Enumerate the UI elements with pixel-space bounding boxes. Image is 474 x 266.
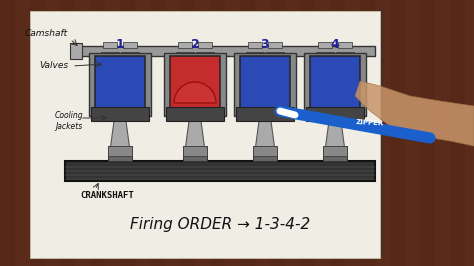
Bar — [318, 42, 332, 48]
Bar — [310, 56, 360, 111]
Bar — [166, 107, 224, 121]
Text: Firing ORDER → 1-3-4-2: Firing ORDER → 1-3-4-2 — [130, 217, 310, 231]
Bar — [380, 8, 384, 255]
Text: Valves: Valves — [39, 61, 68, 70]
Bar — [266, 52, 284, 60]
Bar — [176, 52, 194, 60]
Bar — [70, 43, 82, 59]
Bar — [30, 11, 380, 258]
Bar — [330, 0, 345, 266]
Bar — [248, 42, 262, 48]
Bar — [108, 146, 132, 161]
Bar — [240, 56, 290, 111]
Bar — [95, 56, 145, 111]
Bar — [30, 0, 45, 266]
Bar — [236, 107, 294, 121]
Wedge shape — [174, 82, 216, 103]
Bar — [390, 0, 405, 266]
Bar — [180, 0, 195, 266]
Bar — [120, 0, 135, 266]
Bar — [234, 53, 296, 116]
Bar — [164, 53, 226, 116]
Text: Cooling
Jackets: Cooling Jackets — [55, 111, 83, 131]
Bar — [178, 42, 192, 48]
Bar — [103, 42, 117, 48]
Bar — [121, 52, 139, 60]
Bar — [253, 146, 277, 156]
Bar — [420, 0, 435, 266]
Polygon shape — [255, 121, 275, 151]
Text: ZIPPER: ZIPPER — [356, 119, 384, 127]
Bar — [240, 0, 255, 266]
Polygon shape — [185, 121, 205, 151]
Bar — [210, 0, 225, 266]
Bar — [101, 52, 119, 60]
Bar — [316, 52, 334, 60]
Text: 4: 4 — [331, 38, 339, 51]
Text: Camshaft: Camshaft — [25, 29, 68, 38]
Bar — [183, 146, 207, 156]
Bar — [89, 53, 151, 116]
Bar — [360, 0, 375, 266]
Bar — [300, 0, 315, 266]
Text: 1: 1 — [116, 38, 124, 51]
Polygon shape — [355, 81, 474, 146]
Polygon shape — [325, 121, 345, 151]
Bar — [90, 0, 105, 266]
Bar — [338, 42, 352, 48]
Bar — [304, 53, 366, 116]
Text: 2: 2 — [191, 38, 200, 51]
Polygon shape — [110, 121, 130, 151]
Bar — [306, 107, 364, 121]
Bar — [196, 52, 214, 60]
Bar — [108, 146, 132, 156]
Bar — [268, 42, 282, 48]
Bar — [91, 107, 149, 121]
Bar — [123, 42, 137, 48]
Bar — [270, 0, 285, 266]
Bar — [75, 46, 375, 56]
Bar — [336, 52, 354, 60]
Text: 3: 3 — [261, 38, 269, 51]
Bar — [183, 146, 207, 161]
Bar — [170, 56, 220, 111]
Bar — [323, 146, 347, 161]
Bar — [323, 146, 347, 156]
Bar — [198, 42, 212, 48]
Bar — [65, 161, 375, 181]
Text: CRANKSHAFT: CRANKSHAFT — [80, 191, 134, 200]
Bar — [0, 0, 15, 266]
Bar — [150, 0, 165, 266]
Bar — [60, 0, 75, 266]
Bar — [246, 52, 264, 60]
Bar — [253, 146, 277, 161]
Bar — [450, 0, 465, 266]
